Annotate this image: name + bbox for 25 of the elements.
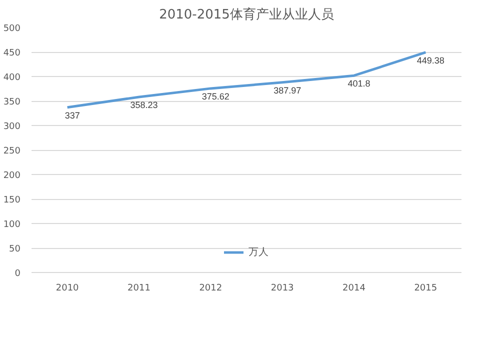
y-tick-label: 250	[3, 146, 21, 156]
legend-label: 万人	[248, 246, 268, 259]
x-tick-label: 2011	[128, 284, 150, 294]
y-tick-label: 400	[3, 73, 21, 83]
y-tick-label: 500	[3, 24, 21, 34]
data-label: 358.23	[130, 100, 158, 110]
data-label: 449.38	[416, 55, 444, 66]
y-tick-label: 50	[9, 244, 21, 254]
chart-title: 2010-2015体育产业从业人员	[159, 6, 334, 22]
y-tick-label: 200	[3, 171, 21, 181]
x-tick-label: 2015	[414, 284, 438, 294]
y-tick-label: 300	[3, 122, 21, 132]
x-tick-label: 2014	[342, 284, 366, 294]
y-tick-label: 150	[3, 196, 21, 206]
x-tick-label: 2012	[199, 284, 222, 294]
data-label: 375.62	[202, 91, 230, 102]
data-label: 401.8	[348, 78, 370, 89]
data-label: 387.97	[274, 85, 302, 96]
x-tick-label: 2013	[270, 284, 294, 294]
y-tick-label: 350	[3, 98, 21, 108]
y-tick-label: 450	[3, 48, 21, 58]
x-tick-label: 2010	[56, 284, 80, 294]
y-tick-label: 100	[3, 220, 21, 230]
data-label: 337	[64, 110, 80, 120]
y-tick-label: 0	[14, 269, 21, 279]
